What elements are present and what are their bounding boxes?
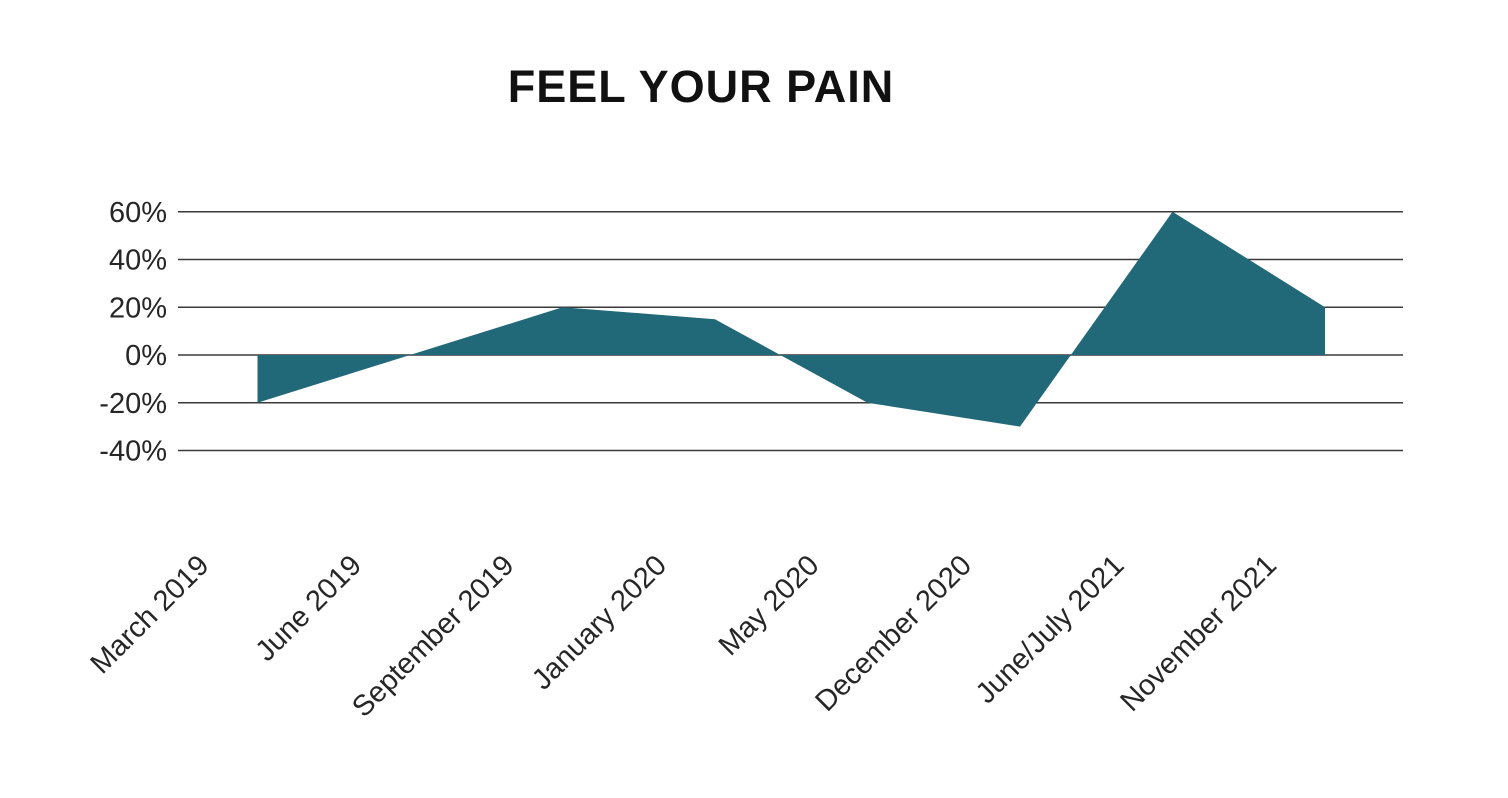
y-tick-label: 40% [109, 245, 167, 277]
y-tick-label: 60% [109, 197, 167, 229]
x-category-label: June/July 2021 [970, 549, 1131, 710]
chart-title: FEEL YOUR PAIN [507, 61, 895, 112]
x-category-label: March 2019 [85, 549, 216, 680]
x-category-label: September 2019 [346, 549, 520, 723]
x-category-label: June 2019 [250, 549, 368, 667]
x-category-label: November 2021 [1114, 549, 1283, 718]
x-category-label: December 2020 [809, 549, 978, 718]
y-tick-label: 0% [125, 340, 167, 372]
y-tick-label: -40% [99, 436, 167, 468]
x-category-label: January 2020 [526, 549, 673, 696]
x-category-label: May 2020 [713, 549, 826, 662]
y-tick-label: 20% [109, 292, 167, 324]
y-tick-label: -20% [99, 388, 167, 420]
area-series [257, 211, 1325, 427]
